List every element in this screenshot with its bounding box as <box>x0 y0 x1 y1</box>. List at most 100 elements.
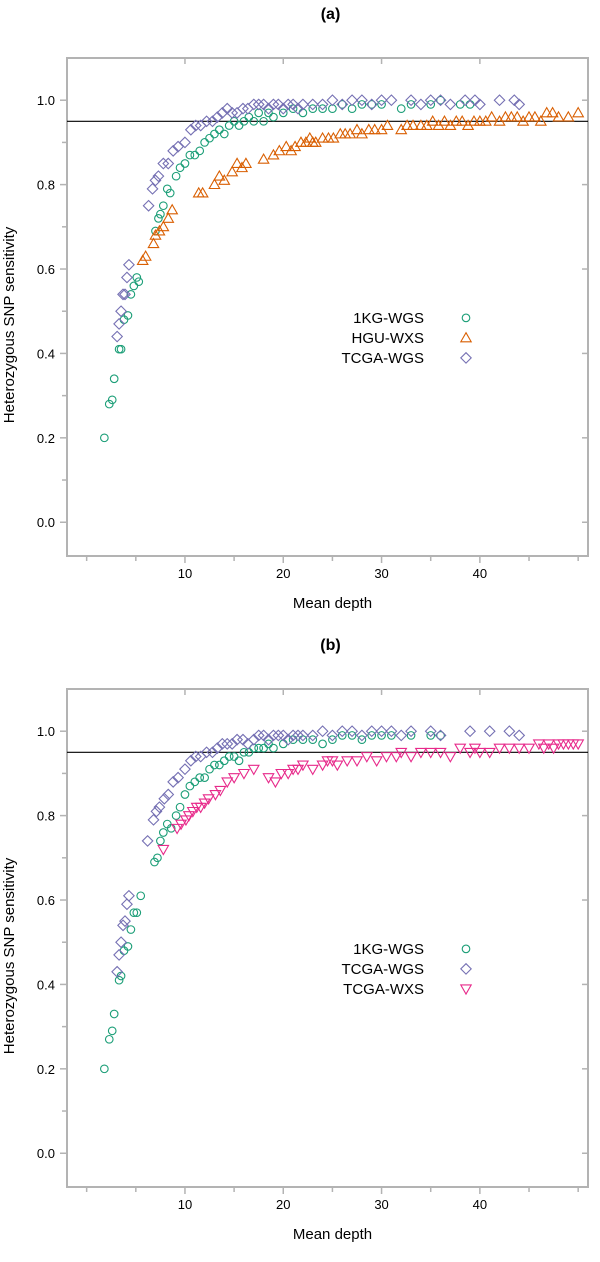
data-point <box>224 121 234 130</box>
data-point <box>224 752 234 761</box>
panel-b-x-tick-label: 40 <box>473 1197 487 1212</box>
data-point <box>357 100 367 109</box>
data-point <box>436 95 445 105</box>
data-point <box>231 733 244 746</box>
panel-a-plot-frame <box>66 57 589 557</box>
data-point <box>316 760 329 772</box>
data-point <box>117 919 130 932</box>
data-point <box>205 133 214 143</box>
data-point <box>247 733 260 746</box>
data-point <box>200 138 209 147</box>
data-point <box>296 729 309 742</box>
data-point <box>296 98 309 111</box>
data-point <box>190 150 200 160</box>
data-point <box>426 731 436 740</box>
data-point <box>209 790 222 801</box>
data-point <box>434 747 447 759</box>
data-point <box>414 747 428 759</box>
panel-a-y-axis-label: Heterozygous SNP sensitivity <box>1 226 18 423</box>
data-point <box>107 395 117 405</box>
data-point <box>438 114 451 126</box>
panel-b-legend: 1KG-WGS TCGA-WGS TCGA-WXS <box>342 941 473 998</box>
data-point <box>184 754 197 767</box>
data-point <box>368 123 381 135</box>
panel-b-y-tick-label: 0.2 <box>37 1062 55 1077</box>
panel-a-legend: 1KG-WGS HGU-WXS TCGA-WGS <box>342 310 473 367</box>
data-point <box>111 330 124 343</box>
data-point <box>172 771 185 784</box>
data-point <box>269 777 282 789</box>
data-point <box>414 98 427 111</box>
data-point <box>156 836 165 846</box>
data-point <box>175 163 185 173</box>
data-point <box>522 743 536 755</box>
data-point <box>252 98 265 111</box>
data-point <box>109 1009 119 1019</box>
data-point <box>239 747 249 757</box>
data-point <box>572 739 585 751</box>
panel-b-y-axis-label: Heterozygous SNP sensitivity <box>1 857 18 1054</box>
data-point <box>465 100 475 109</box>
data-point <box>210 129 219 139</box>
data-point <box>132 273 142 282</box>
data-point <box>377 100 386 109</box>
data-point <box>493 94 506 107</box>
data-point <box>126 289 136 299</box>
data-point <box>162 212 175 223</box>
data-point <box>467 114 481 126</box>
data-point <box>146 182 159 195</box>
data-point <box>282 98 295 111</box>
data-point <box>426 100 436 109</box>
data-point <box>185 150 195 160</box>
panel-a-x-tick-label: 40 <box>473 566 487 581</box>
data-point <box>405 94 418 107</box>
data-point <box>116 971 126 981</box>
data-point <box>174 819 188 831</box>
data-point <box>236 102 249 115</box>
data-point <box>211 111 224 124</box>
data-point <box>132 908 142 918</box>
data-point <box>360 752 373 763</box>
data-point <box>215 760 224 770</box>
panel-b-x-axis-label: Mean depth <box>293 1226 372 1243</box>
data-point <box>156 209 165 219</box>
data-point <box>180 159 190 168</box>
data-point <box>292 729 304 742</box>
data-point <box>122 258 135 271</box>
data-point <box>306 98 319 111</box>
data-point <box>280 140 293 152</box>
panel-b-series-1kg-wgs <box>100 731 445 1074</box>
data-point <box>436 731 445 740</box>
data-point <box>171 811 181 820</box>
data-point <box>264 108 273 118</box>
data-point <box>346 725 359 738</box>
data-point <box>147 813 160 826</box>
data-point <box>262 102 275 115</box>
legend-marker-tcga-wgs <box>460 962 472 975</box>
data-point <box>141 834 154 847</box>
data-point <box>455 100 465 109</box>
data-point <box>113 317 126 330</box>
legend-marker-hgu-wxs <box>459 331 473 343</box>
data-point <box>318 739 327 749</box>
data-point <box>464 725 477 738</box>
data-point <box>259 116 268 126</box>
data-point <box>100 1064 109 1074</box>
data-point <box>336 98 349 111</box>
data-point <box>316 131 329 143</box>
data-point <box>154 214 163 223</box>
data-point <box>306 764 319 776</box>
data-point <box>229 752 239 761</box>
data-point <box>170 823 184 835</box>
panel-a-x-axis-label: Mean depth <box>293 595 372 612</box>
data-point <box>189 750 202 763</box>
panel-a-y-tick-label: 0.0 <box>37 515 55 530</box>
data-point <box>216 106 229 119</box>
data-point <box>247 764 260 776</box>
data-point <box>116 344 126 354</box>
data-point <box>219 129 229 139</box>
data-point <box>115 305 128 318</box>
data-point <box>226 737 239 750</box>
data-point <box>196 186 209 198</box>
